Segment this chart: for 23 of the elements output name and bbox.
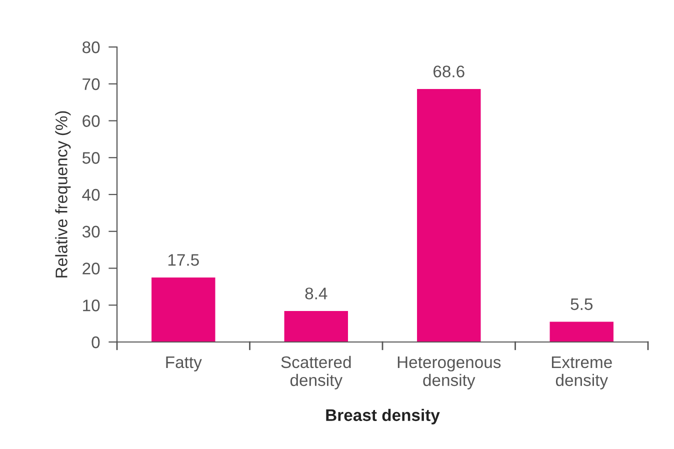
y-tick-label: 0 [92, 336, 100, 348]
y-tick-label: 70 [82, 78, 100, 90]
x-axis-title: Breast density [326, 408, 440, 424]
x-tick-label: Heterogenous density [398, 356, 501, 390]
y-tick-label: 60 [82, 115, 100, 127]
data-label: 8.4 [305, 288, 328, 300]
y-tick-label: 20 [82, 262, 100, 274]
bar [152, 277, 216, 342]
bar [284, 311, 348, 342]
y-tick-label: 10 [83, 300, 100, 312]
x-tick-label: Extreme density [552, 356, 612, 390]
y-tick-label: 50 [82, 152, 100, 164]
data-label: 17.5 [168, 254, 199, 266]
y-tick-label: 40 [82, 188, 100, 201]
y-tick-label: 30 [82, 226, 100, 238]
data-label: 5.5 [570, 298, 593, 310]
bar [417, 89, 481, 342]
data-label: 68.6 [434, 66, 464, 78]
bar [550, 322, 614, 342]
y-tick-label: 80 [82, 41, 100, 54]
x-tick-label: Fatty [166, 356, 202, 372]
x-tick-label: Scattered density [281, 356, 351, 390]
y-axis-title: Relative frequency (%) [55, 111, 71, 278]
